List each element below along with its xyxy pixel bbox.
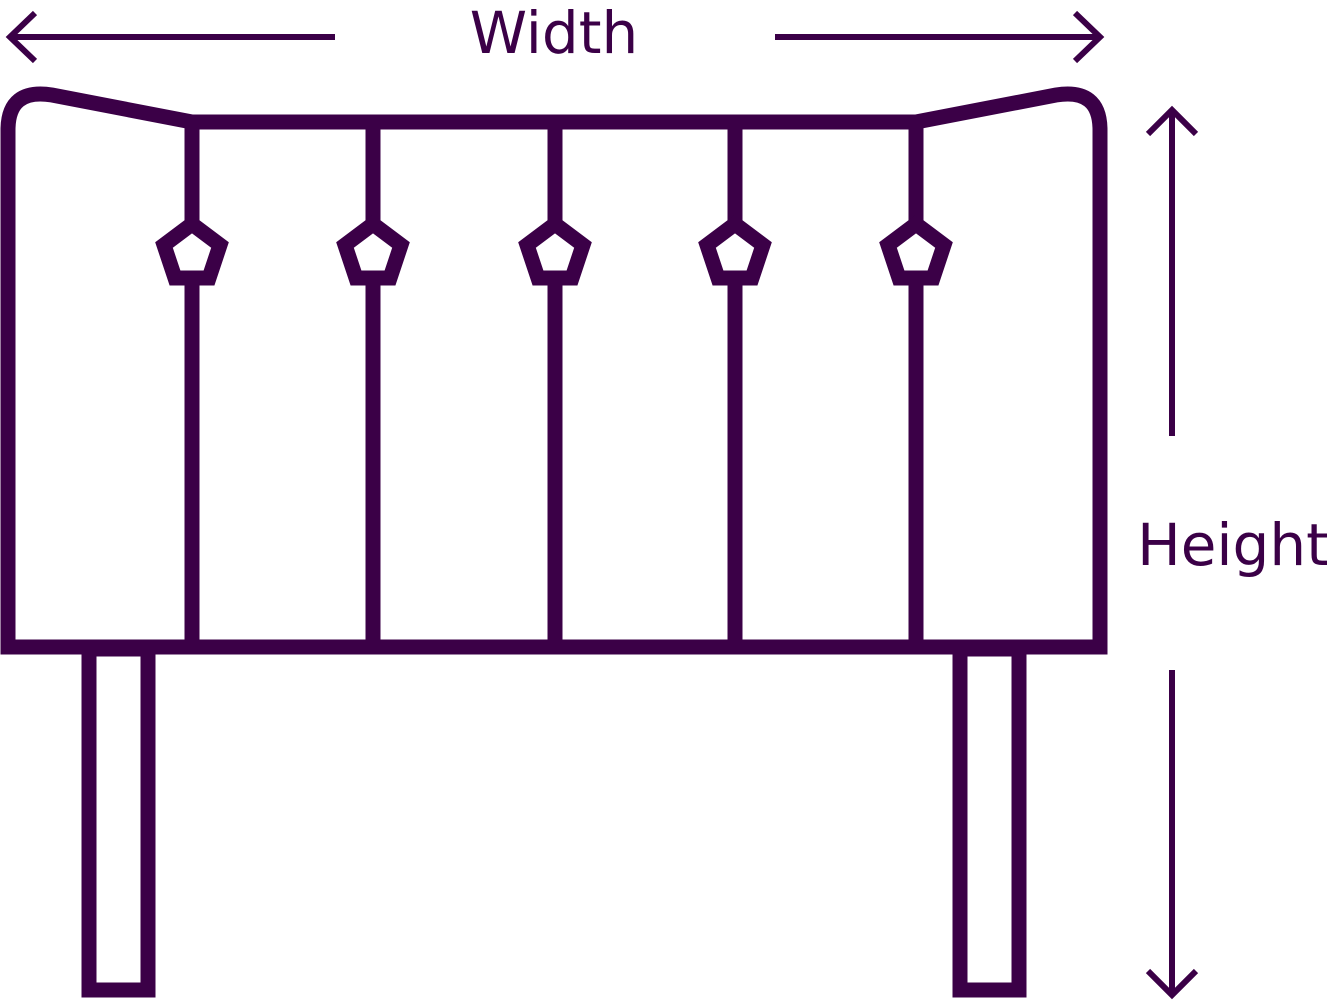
button-pentagon-4	[698, 214, 772, 286]
button-pentagon-5	[879, 214, 953, 286]
button-pentagon-3	[518, 214, 592, 286]
height-arrow-top-head	[1145, 105, 1199, 137]
button-pentagon-2	[336, 214, 410, 286]
width-arrow-left-head	[5, 10, 38, 64]
right-leg	[952, 641, 1027, 998]
width-arrow	[5, 10, 1105, 64]
panel-lines	[184, 122, 924, 647]
headboard-legs	[81, 641, 1027, 998]
width-label: Width	[470, 0, 639, 67]
headboard-buttons	[155, 214, 953, 286]
height-label: Height	[1137, 511, 1327, 579]
button-pentagon-1	[155, 214, 229, 286]
width-arrow-right-head	[1072, 10, 1105, 64]
height-arrow	[1145, 105, 1199, 1000]
left-leg	[81, 641, 156, 998]
height-arrow-bottom-head	[1145, 968, 1199, 1000]
